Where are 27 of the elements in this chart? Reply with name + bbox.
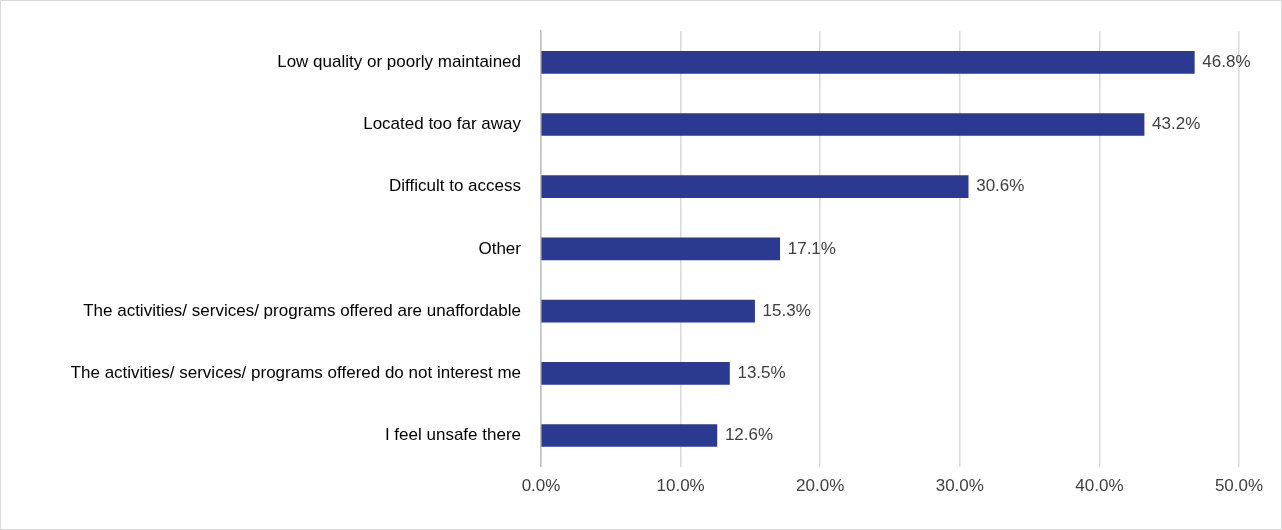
- data-label: 15.3%: [762, 300, 811, 320]
- data-label: 13.5%: [737, 362, 786, 382]
- x-tick-label: 40.0%: [1075, 476, 1124, 496]
- y-tick-label: The activities/ services/ programs offered are unaffordable: [83, 300, 521, 320]
- bar: [541, 361, 730, 385]
- y-tick-label: Other: [478, 238, 522, 258]
- x-tick-label: 0.0%: [521, 476, 561, 496]
- x-tick-label: 50.0%: [1214, 476, 1264, 496]
- y-tick-label: Located too far away: [363, 114, 522, 134]
- data-label: 43.2%: [1152, 114, 1201, 134]
- y-tick-label: The activities/ services/ programs offered do not interest me: [70, 362, 521, 382]
- bar: [541, 175, 969, 199]
- data-label: 17.1%: [787, 238, 836, 258]
- y-tick-label: Low quality or poorly maintained: [277, 51, 521, 71]
- bar: [541, 50, 1195, 74]
- x-tick-label: 20.0%: [796, 476, 845, 496]
- x-tick-label: 10.0%: [656, 476, 705, 496]
- bar: [541, 113, 1145, 136]
- bar: [541, 424, 718, 447]
- bar: [541, 237, 781, 261]
- y-tick-label: Difficult to access: [389, 176, 521, 196]
- y-tick-label: I feel unsafe there: [384, 425, 521, 445]
- data-label: 30.6%: [976, 176, 1025, 196]
- data-label: 12.6%: [724, 425, 774, 445]
- bar: [541, 299, 755, 323]
- x-tick-label: 30.0%: [935, 476, 984, 496]
- data-label: 46.8%: [1202, 51, 1251, 71]
